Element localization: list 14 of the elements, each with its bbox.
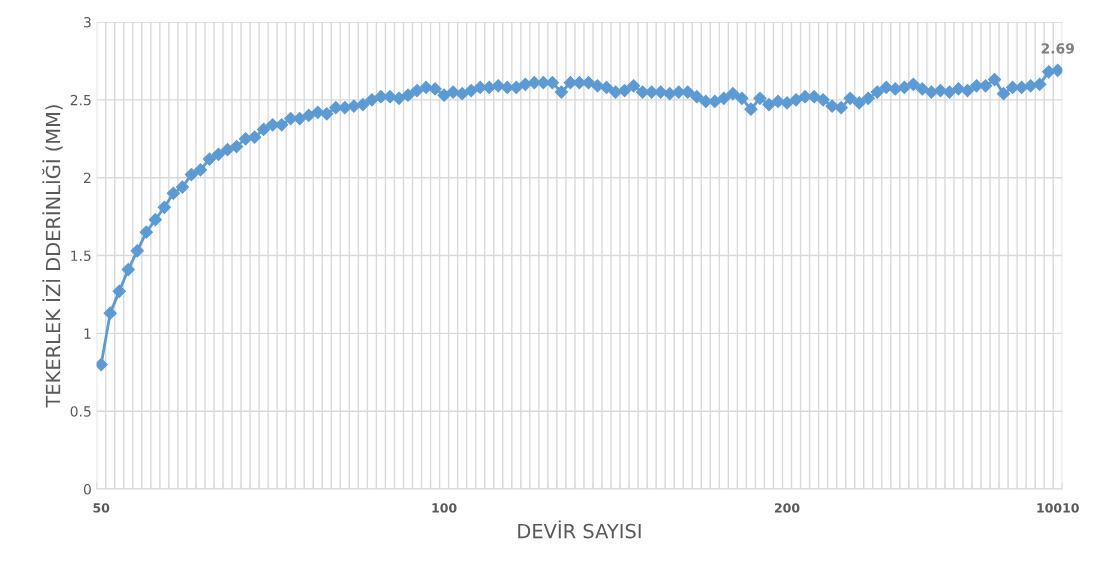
- x-tick-label: 100: [432, 503, 457, 513]
- y-tick-label: 0: [83, 484, 91, 495]
- x-axis-title: DEVİR SAYISI: [518, 520, 641, 539]
- y-tick-label: 2: [83, 172, 91, 183]
- y-tick-label: 0.5: [70, 406, 91, 417]
- y-tick-label: 1: [84, 328, 91, 339]
- x-tick-label: 200: [774, 503, 800, 513]
- y-axis-title: TEKERLEK İZİ DDERİNLİĞİ (MM): [42, 105, 63, 408]
- x-tick-label: 10010: [1037, 503, 1079, 513]
- y-tick-label: 2.5: [70, 94, 91, 106]
- data-label: 2.69: [1041, 43, 1074, 54]
- y-tick-label: 3: [84, 16, 91, 28]
- x-tick-label: 50: [93, 503, 110, 513]
- y-tick-label: 1.5: [71, 250, 91, 262]
